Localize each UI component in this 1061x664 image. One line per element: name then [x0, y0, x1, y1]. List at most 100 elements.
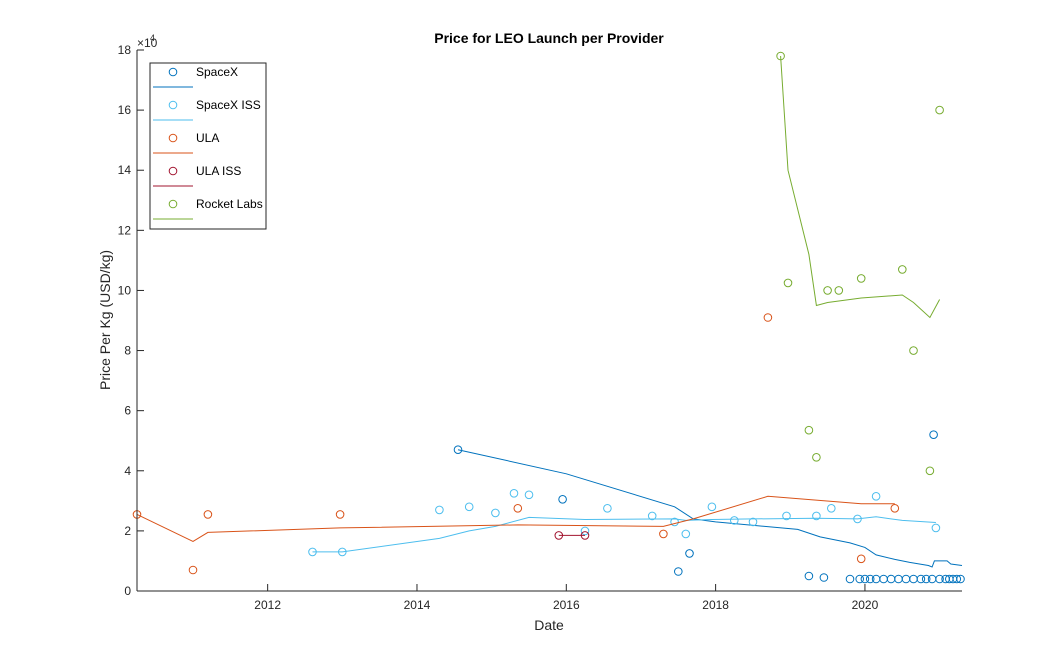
y-tick-label-0: 0	[124, 584, 131, 598]
series-0-point-17	[921, 574, 931, 584]
series-1-point-18	[853, 514, 862, 524]
series-2-point-6	[763, 313, 773, 322]
legend: SpaceX SpaceX ISS ULA ULA ISS Rocket Labs	[149, 62, 267, 230]
legend-label-0: SpaceX	[196, 65, 238, 79]
series-0-point-8	[860, 574, 870, 584]
y-tick-label-4: 8	[124, 344, 131, 358]
axes-layer: 2012 2014 2016 2018 2020 0 2 4 6 8 10 12 14 16 18	[118, 43, 962, 612]
x-tick-label-3: 2018	[702, 598, 729, 612]
series-1-point-16	[812, 511, 821, 521]
y-tick-label-7: 14	[118, 163, 132, 177]
y-exponent-power: 4	[150, 33, 155, 43]
series-1-point-14	[748, 517, 758, 527]
series-2-point-8	[890, 504, 900, 513]
x-tick-label-0: 2012	[254, 598, 281, 612]
series-2-point-4	[513, 504, 523, 513]
series-1-point-11	[681, 529, 691, 539]
series-0-point-1	[558, 495, 567, 504]
series-0-point-2	[674, 567, 683, 576]
series-0-point-5	[819, 573, 829, 582]
series-0-point-9	[865, 574, 875, 584]
legend-marker-0	[168, 67, 178, 77]
y-tick-label-9: 18	[118, 43, 132, 57]
y-tick-label-3: 6	[124, 404, 131, 418]
chart-title: Price for LEO Launch per Provider	[434, 30, 664, 46]
series-4-point-9	[925, 466, 935, 476]
series-0-point-16	[916, 574, 926, 584]
series-0-point-7	[855, 574, 865, 584]
x-tick-label-4: 2020	[852, 598, 879, 612]
series-1-point-12	[707, 502, 717, 512]
legend-marker-4	[168, 199, 178, 209]
series-3-point-1	[580, 531, 590, 540]
x-tick-label-1: 2014	[404, 598, 431, 612]
series-1-point-7	[580, 526, 590, 536]
series-1-point-9	[647, 511, 657, 521]
series-4-point-2	[804, 425, 814, 435]
series-2-point-7	[856, 554, 866, 564]
x-tick-label-2: 2016	[553, 598, 580, 612]
legend-label-2: ULA	[196, 131, 219, 145]
legend-label-4: Rocket Labs	[196, 197, 263, 211]
series-2-point-5	[659, 529, 668, 539]
series-4-point-1	[783, 278, 793, 288]
series-4-point-6	[856, 274, 866, 283]
series-1-point-20	[931, 523, 941, 533]
y-tick-label-5: 10	[118, 283, 132, 297]
y-tick-label-8: 16	[118, 103, 132, 117]
series-0-trend-line	[457, 449, 963, 568]
series-0-point-24	[952, 574, 962, 584]
series-2-trend-line	[136, 495, 895, 542]
y-tick-label-6: 12	[118, 223, 132, 237]
series-1-point-3	[464, 502, 474, 512]
series-1-point-0	[308, 547, 317, 557]
y-tick-label-1: 2	[124, 524, 131, 538]
series-4-point-0	[776, 51, 785, 61]
series-2-point-3	[335, 510, 345, 519]
series-4-point-4	[823, 286, 832, 295]
legend-label-1: SpaceX ISS	[196, 98, 261, 112]
series-0-point-0	[453, 445, 463, 455]
series-4-point-7	[898, 265, 907, 274]
series-1-point-1	[338, 547, 347, 557]
series-1-point-8	[603, 504, 612, 513]
series-1	[308, 489, 941, 557]
legend-marker-3	[168, 166, 178, 176]
series-0-point-3	[685, 549, 694, 558]
series-1-point-17	[827, 504, 836, 513]
series-3-point-0	[554, 531, 564, 540]
legend-marker-1	[168, 100, 178, 110]
series-3	[554, 531, 590, 540]
series-4-point-8	[909, 346, 918, 355]
series-1-point-2	[435, 505, 444, 515]
series-0-point-4	[804, 571, 814, 581]
legend-marker-2	[168, 133, 178, 143]
series-0-point-6	[845, 574, 855, 584]
series-4-trend-line	[780, 55, 941, 319]
series-4-point-5	[834, 286, 844, 295]
series-1-point-19	[871, 492, 881, 501]
series-1-point-13	[730, 516, 739, 525]
series-2-point-2	[203, 510, 213, 519]
series-4	[776, 51, 944, 476]
series-4-point-10	[935, 105, 944, 115]
series-1-point-4	[491, 508, 500, 518]
series-0-point-19	[929, 430, 938, 440]
y-tick-label-2: 4	[124, 464, 131, 478]
y-axis-label: Price Per Kg (USD/kg)	[97, 250, 113, 390]
series-1-point-6	[524, 490, 534, 500]
legend-label-3: ULA ISS	[196, 164, 241, 178]
series-0	[453, 430, 965, 584]
series-1-point-15	[782, 511, 791, 521]
legend-box	[149, 62, 267, 230]
series-0-point-25	[956, 574, 965, 584]
series-1-point-5	[509, 489, 519, 498]
y-exponent-base: ×10	[137, 36, 158, 50]
series-1-trend-line	[312, 516, 936, 553]
series-0-point-20	[935, 574, 944, 584]
series-layer	[132, 51, 965, 584]
series-1-point-10	[670, 517, 679, 527]
series-4-point-3	[812, 453, 821, 462]
series-2-point-1	[188, 565, 198, 575]
